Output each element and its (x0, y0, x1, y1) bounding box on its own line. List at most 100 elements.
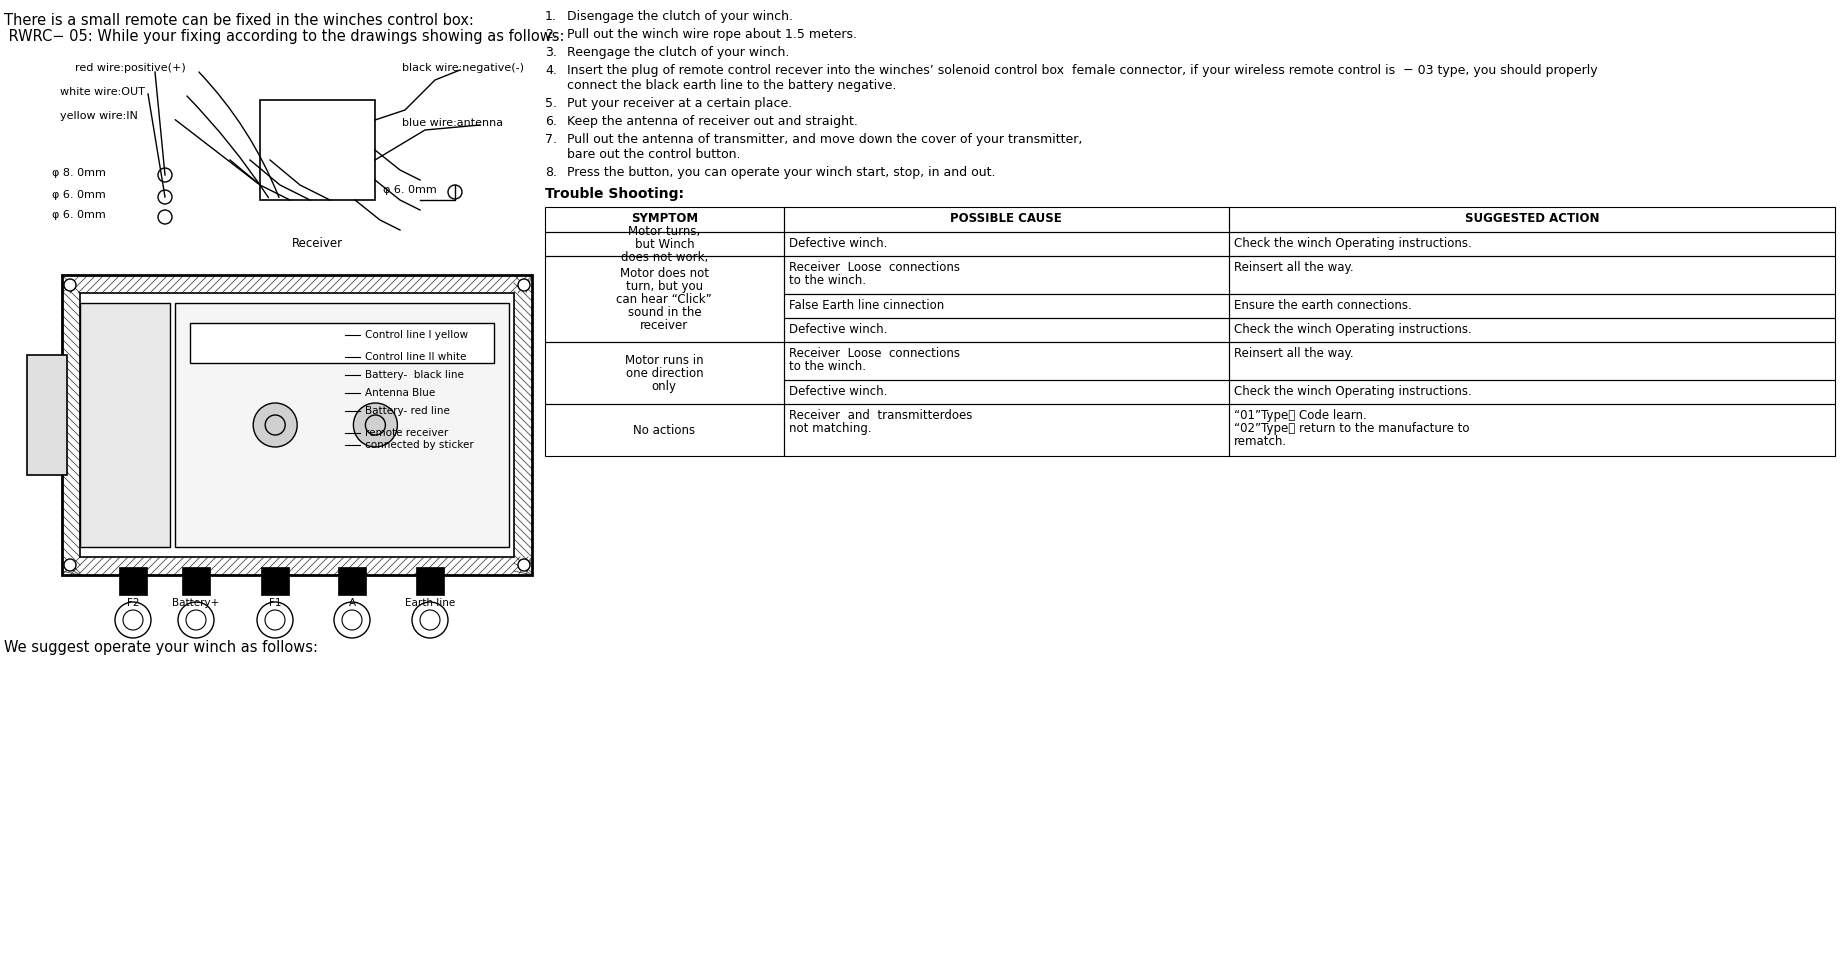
Text: 1.: 1. (546, 10, 557, 23)
Text: to the winch.: to the winch. (789, 360, 866, 373)
Bar (120, 567, 147, 595)
Text: Motor runs in: Motor runs in (625, 353, 704, 367)
Bar (783, 404, 1229, 456)
Bar (783, 342, 1229, 380)
Circle shape (354, 403, 398, 447)
Text: F2: F2 (127, 598, 140, 608)
Bar (175, 303, 509, 547)
Text: blue wire:antenna: blue wire:antenna (402, 118, 503, 128)
Bar (1229, 232, 1836, 256)
Bar (783, 256, 1229, 294)
Text: sound in the: sound in the (627, 305, 700, 319)
Text: Control line I yellow: Control line I yellow (365, 330, 468, 340)
Text: Motor does not: Motor does not (619, 267, 710, 279)
Bar (1229, 318, 1836, 342)
Text: Pull out the winch wire rope about 1.5 meters.: Pull out the winch wire rope about 1.5 m… (568, 28, 857, 41)
Text: connected by sticker: connected by sticker (365, 440, 474, 450)
Bar (417, 567, 444, 595)
Text: turn, but you: turn, but you (627, 279, 702, 293)
Bar (546, 404, 783, 456)
Text: Check the winch Operating instructions.: Check the winch Operating instructions. (1233, 323, 1471, 336)
Text: No actions: No actions (634, 424, 695, 436)
Text: Put your receiver at a certain place.: Put your receiver at a certain place. (568, 97, 792, 110)
Text: 8.: 8. (546, 166, 557, 179)
Bar (1229, 404, 1836, 456)
Text: 6.: 6. (546, 115, 557, 128)
Text: Motor turns,: Motor turns, (628, 224, 700, 238)
Text: Reengage the clutch of your winch.: Reengage the clutch of your winch. (568, 46, 789, 59)
Text: Keep the antenna of receiver out and straight.: Keep the antenna of receiver out and str… (568, 115, 857, 128)
Bar (79, 293, 514, 557)
Bar (783, 294, 1229, 318)
Text: bare out the control button.: bare out the control button. (568, 148, 741, 161)
Text: Disengage the clutch of your winch.: Disengage the clutch of your winch. (568, 10, 792, 23)
Bar (1229, 294, 1836, 318)
Circle shape (65, 279, 76, 291)
Text: red wire:positive(+): red wire:positive(+) (76, 63, 186, 73)
Text: Battery-  black line: Battery- black line (365, 370, 464, 380)
Bar (182, 567, 210, 595)
Bar (190, 323, 494, 363)
Circle shape (518, 279, 531, 291)
Text: F1: F1 (269, 598, 282, 608)
Text: φ 6. 0mm: φ 6. 0mm (52, 190, 105, 200)
Text: Pull out the antenna of transmitter, and move down the cover of your transmitter: Pull out the antenna of transmitter, and… (568, 133, 1082, 146)
Bar (1229, 342, 1836, 380)
Text: 2.: 2. (546, 28, 557, 41)
Circle shape (114, 602, 151, 638)
Text: Battery+: Battery+ (173, 598, 219, 608)
Circle shape (413, 602, 448, 638)
Bar (783, 318, 1229, 342)
Bar (1229, 256, 1836, 294)
Bar (783, 380, 1229, 404)
Text: 7.: 7. (546, 133, 557, 146)
Bar (783, 207, 1229, 232)
Bar (1229, 207, 1836, 232)
Text: Defective winch.: Defective winch. (789, 385, 886, 398)
Text: not matching.: not matching. (789, 422, 872, 435)
Text: yellow wire:IN: yellow wire:IN (61, 111, 138, 121)
Text: Reinsert all the way.: Reinsert all the way. (1233, 347, 1353, 360)
Text: φ 6. 0mm: φ 6. 0mm (383, 185, 437, 195)
Text: Check the winch Operating instructions.: Check the winch Operating instructions. (1233, 237, 1471, 250)
Text: Check the winch Operating instructions.: Check the winch Operating instructions. (1233, 385, 1471, 398)
Text: receiver: receiver (640, 319, 689, 331)
Text: Earth line: Earth line (405, 598, 455, 608)
Text: φ 6. 0mm: φ 6. 0mm (52, 210, 105, 220)
Bar (546, 256, 783, 342)
Text: A: A (348, 598, 356, 608)
Bar (28, 355, 66, 475)
Text: SYMPTOM: SYMPTOM (630, 212, 698, 225)
Circle shape (179, 602, 214, 638)
Text: black wire:negative(-): black wire:negative(-) (402, 63, 523, 73)
Text: Press the button, you can operate your winch start, stop, in and out.: Press the button, you can operate your w… (568, 166, 995, 179)
Text: φ 8. 0mm: φ 8. 0mm (52, 168, 105, 178)
Text: Antenna Blue: Antenna Blue (365, 388, 435, 398)
Bar (63, 275, 533, 575)
Text: POSSIBLE CAUSE: POSSIBLE CAUSE (951, 212, 1062, 225)
Text: There is a small remote can be fixed in the winches control box:: There is a small remote can be fixed in … (4, 13, 474, 28)
Text: only: only (652, 379, 676, 393)
Text: RWRC− 05: While your fixing according to the drawings showing as follows:: RWRC− 05: While your fixing according to… (4, 29, 564, 44)
Text: one direction: one direction (625, 367, 704, 379)
Text: “01”Type： Code learn.: “01”Type： Code learn. (1233, 409, 1366, 422)
Text: Control line II white: Control line II white (365, 352, 466, 362)
Text: Ensure the earth connections.: Ensure the earth connections. (1233, 299, 1412, 312)
Text: Receiver  Loose  connections: Receiver Loose connections (789, 347, 960, 360)
Text: Trouble Shooting:: Trouble Shooting: (546, 187, 684, 201)
Bar (337, 567, 367, 595)
Text: 4.: 4. (546, 64, 557, 77)
Circle shape (252, 403, 297, 447)
Bar (262, 567, 289, 595)
Text: to the winch.: to the winch. (789, 274, 866, 287)
Bar (1229, 380, 1836, 404)
Text: rematch.: rematch. (1233, 435, 1286, 448)
Bar (260, 100, 374, 200)
Circle shape (518, 559, 531, 571)
Text: Receiver: Receiver (291, 237, 343, 250)
Text: Insert the plug of remote control recever into the winches’ solenoid control box: Insert the plug of remote control receve… (568, 64, 1598, 77)
Text: can hear “Click”: can hear “Click” (616, 293, 711, 305)
Text: remote receiver: remote receiver (365, 428, 448, 438)
Text: False Earth line cinnection: False Earth line cinnection (789, 299, 944, 312)
Circle shape (65, 559, 76, 571)
